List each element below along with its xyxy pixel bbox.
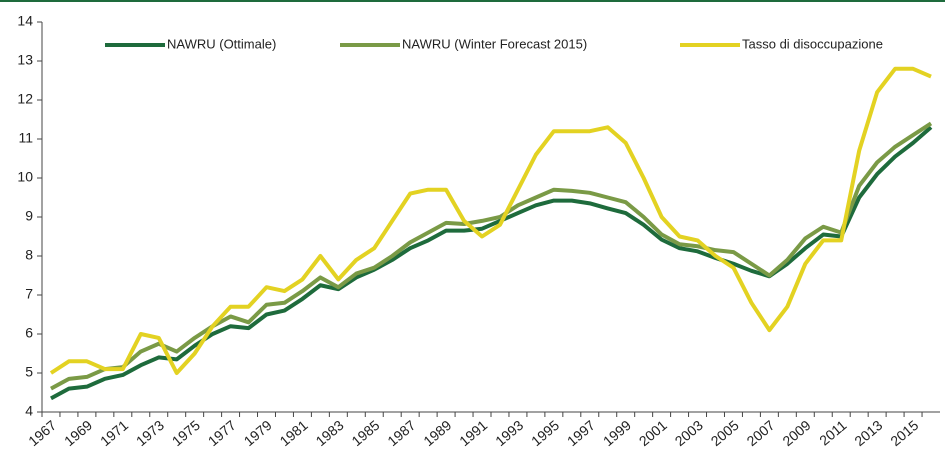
x-tick-label: 1999	[600, 417, 634, 449]
x-tick-label: 1977	[205, 417, 239, 449]
x-tick-label: 1981	[277, 417, 311, 449]
x-tick-label: 1995	[528, 417, 562, 449]
series-line	[50, 125, 933, 401]
y-tick-label: 7	[25, 286, 33, 302]
legend-label: NAWRU (Ottimale)	[167, 36, 276, 51]
legend-label: NAWRU (Winter Forecast 2015)	[402, 36, 587, 51]
y-tick-label: 10	[17, 169, 33, 185]
y-tick-label: 9	[25, 208, 33, 224]
x-tick-label: 1985	[348, 417, 382, 449]
y-tick-label: 14	[17, 13, 33, 29]
x-tick-label: 2011	[816, 417, 850, 449]
y-tick-label: 13	[17, 52, 33, 68]
y-tick-label: 6	[25, 325, 33, 341]
x-tick-label: 2005	[708, 417, 742, 449]
x-tick-label: 2001	[636, 417, 670, 449]
x-tick-label: 1967	[25, 417, 59, 449]
x-tick-label: 1973	[133, 417, 167, 449]
x-tick-label: 1987	[384, 417, 418, 449]
x-tick-label: 1979	[241, 417, 275, 449]
x-tick-label: 1997	[564, 417, 598, 449]
x-tick-label: 2007	[744, 417, 778, 449]
x-tick-label: 1991	[456, 417, 490, 449]
x-tick-label: 1971	[97, 417, 131, 449]
x-tick-label: 1975	[169, 417, 203, 449]
y-tick-label: 8	[25, 247, 33, 263]
x-tick-label: 1969	[61, 417, 95, 449]
x-tick-label: 1989	[420, 417, 454, 449]
x-tick-label: 2015	[887, 417, 921, 449]
x-tick-label: 2003	[672, 417, 706, 449]
legend-label: Tasso di disoccupazione	[742, 36, 883, 51]
series-line	[49, 66, 932, 375]
series-line	[50, 121, 933, 391]
x-tick-label: 1993	[492, 417, 526, 449]
x-tick-label: 1983	[312, 417, 346, 449]
y-tick-label: 11	[18, 130, 33, 146]
y-tick-label: 4	[25, 403, 33, 419]
y-tick-label: 12	[17, 91, 33, 107]
x-tick-label: 2009	[779, 417, 813, 449]
x-tick-label: 2013	[851, 417, 885, 449]
y-tick-label: 5	[25, 364, 33, 380]
